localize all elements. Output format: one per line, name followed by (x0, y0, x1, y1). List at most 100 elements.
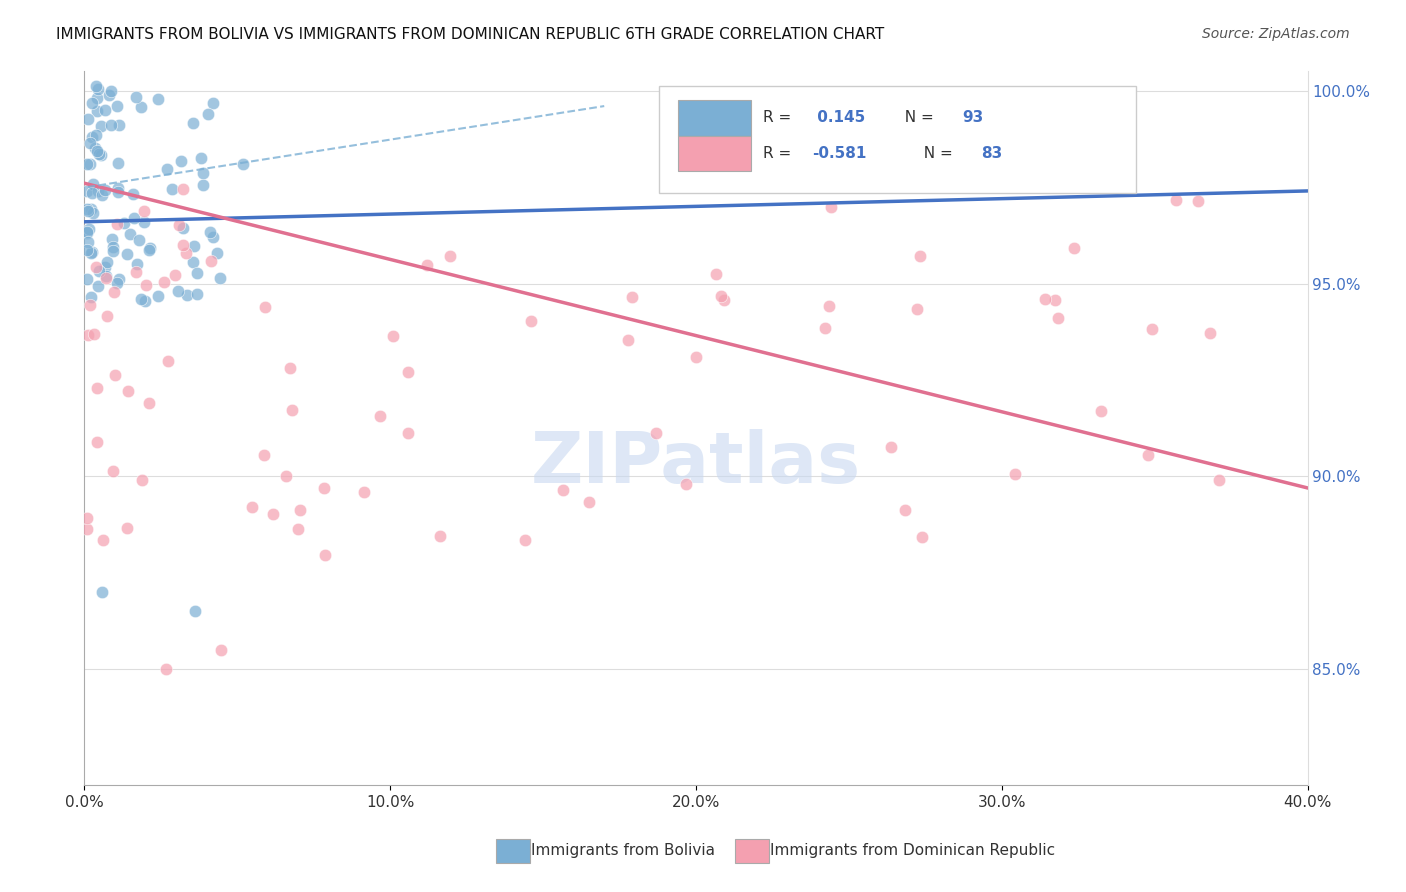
Text: N =: N = (914, 146, 957, 161)
Point (280, 403, 302, 417)
Text: Immigrants from Dominican Republic: Immigrants from Dominican Republic (770, 844, 1056, 858)
Point (908, 249, 931, 263)
Point (167, 219, 190, 233)
Point (80, 186, 103, 201)
Point (186, 286, 208, 301)
Point (172, 220, 194, 235)
Point (91, 188, 114, 202)
Point (186, 266, 208, 280)
Text: 93: 93 (963, 111, 984, 125)
Point (675, 477, 697, 491)
Point (125, 257, 148, 271)
Point (814, 321, 837, 335)
Point (79, 202, 101, 216)
Point (278, 360, 301, 375)
Point (122, 211, 145, 225)
Point (76, 157, 98, 171)
Point (77, 221, 100, 235)
Point (94, 183, 117, 197)
Point (76, 202, 98, 216)
Point (1137, 448, 1160, 462)
Point (105, 218, 128, 232)
Point (209, 270, 232, 285)
Point (176, 246, 198, 260)
Point (131, 473, 153, 487)
Point (121, 187, 143, 202)
Point (1004, 467, 1026, 481)
Point (79, 136, 101, 150)
Point (76, 184, 98, 198)
Point (148, 93, 170, 107)
Point (183, 116, 205, 130)
Point (184, 604, 207, 618)
Point (90, 585, 112, 599)
Point (80, 245, 103, 260)
Point (820, 200, 842, 214)
Point (105, 99, 128, 113)
Point (134, 294, 156, 309)
Point (86, 260, 108, 274)
Point (115, 247, 138, 261)
Point (100, 118, 122, 132)
Text: 0.145: 0.145 (813, 111, 866, 125)
Point (96, 254, 118, 268)
Point (191, 178, 214, 192)
Point (76, 523, 98, 537)
Point (86, 184, 108, 198)
Point (87, 82, 110, 96)
Point (197, 106, 219, 120)
Point (519, 314, 541, 328)
Point (162, 182, 184, 196)
Point (1198, 326, 1220, 340)
Point (103, 285, 125, 300)
Point (1047, 310, 1070, 325)
Point (880, 440, 903, 454)
Point (382, 328, 405, 343)
Text: R =: R = (763, 146, 796, 161)
Point (77, 112, 100, 127)
Point (80, 245, 103, 260)
Point (152, 275, 174, 289)
Point (1164, 193, 1187, 207)
Point (172, 238, 194, 252)
Point (84, 141, 107, 155)
Point (84, 79, 107, 94)
Point (79, 298, 101, 312)
Point (86, 91, 108, 105)
Point (288, 503, 311, 517)
Text: N =: N = (896, 111, 939, 125)
Point (191, 166, 214, 180)
Point (100, 232, 122, 246)
Point (205, 246, 228, 260)
Point (87, 146, 110, 161)
Point (578, 495, 600, 509)
Point (183, 239, 205, 253)
Point (644, 426, 666, 441)
Point (1208, 474, 1230, 488)
Point (125, 90, 148, 104)
Point (253, 301, 276, 315)
Point (128, 233, 150, 247)
Point (621, 290, 644, 304)
Point (107, 181, 129, 195)
Point (201, 96, 224, 111)
FancyBboxPatch shape (659, 86, 1136, 193)
Point (129, 99, 152, 113)
FancyBboxPatch shape (678, 100, 751, 136)
Text: Source: ZipAtlas.com: Source: ZipAtlas.com (1202, 27, 1350, 41)
Point (200, 253, 222, 268)
Point (94, 269, 117, 284)
Point (190, 151, 212, 165)
Point (112, 216, 135, 230)
Point (83, 327, 105, 342)
Point (167, 285, 190, 299)
Point (132, 204, 155, 219)
Point (125, 265, 148, 279)
Point (416, 258, 439, 272)
Text: IMMIGRANTS FROM BOLIVIA VS IMMIGRANTS FROM DOMINICAN REPUBLIC 6TH GRADE CORRELAT: IMMIGRANTS FROM BOLIVIA VS IMMIGRANTS FR… (56, 27, 884, 42)
Point (617, 333, 640, 347)
Point (79, 156, 101, 170)
Point (1035, 292, 1057, 306)
Point (135, 277, 157, 292)
Point (129, 292, 152, 306)
